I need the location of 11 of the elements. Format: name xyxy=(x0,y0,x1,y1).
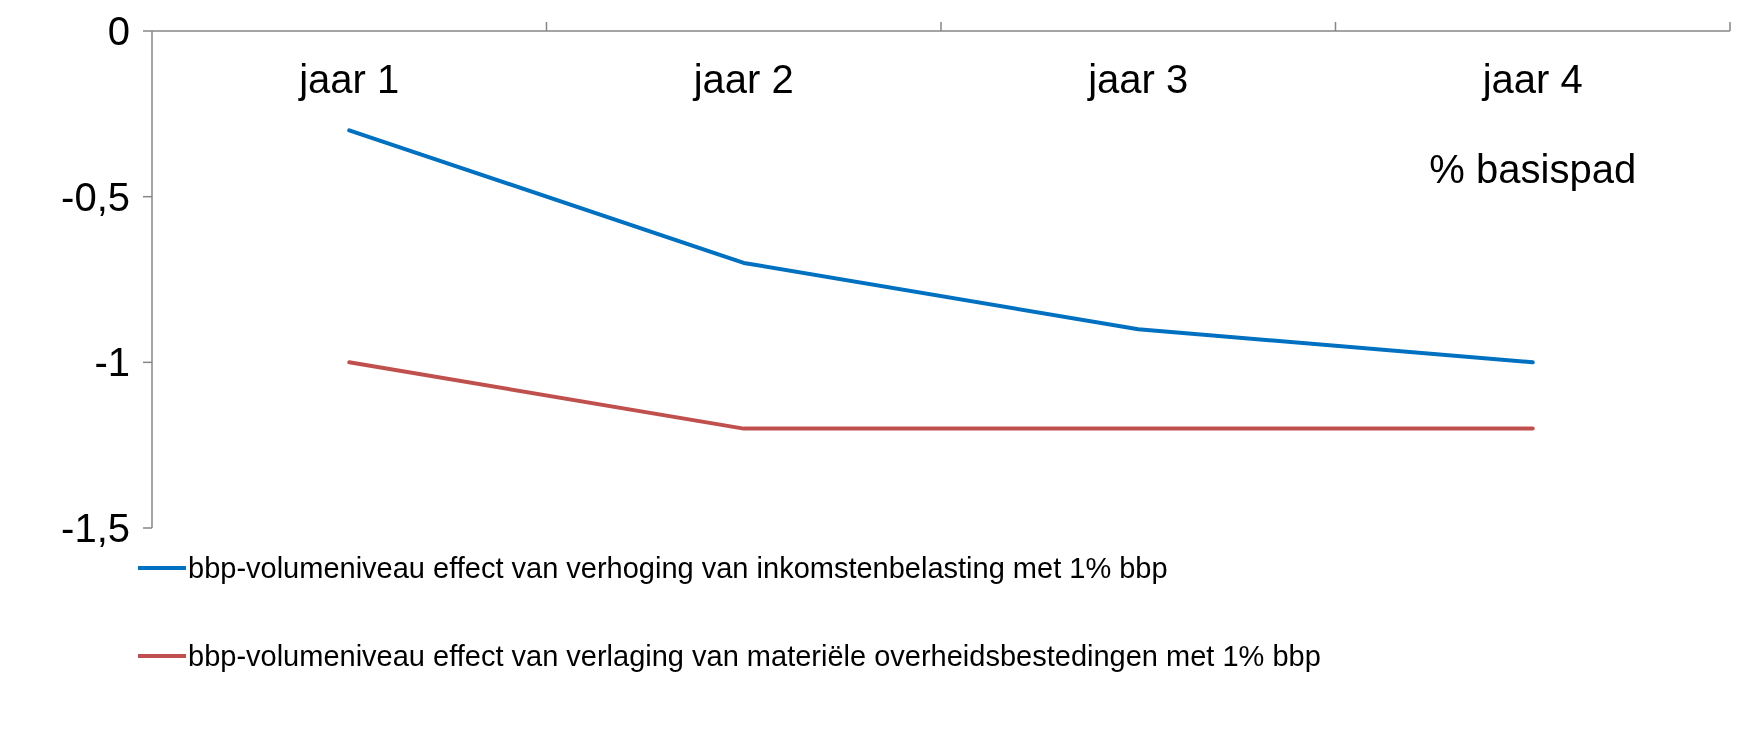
y-tick-label: -1 xyxy=(94,340,130,385)
y-tick-label: -0,5 xyxy=(61,174,130,219)
x-tick-label: jaar 2 xyxy=(692,57,794,101)
x-tick-label: jaar 3 xyxy=(1087,57,1189,101)
y-tick-label: -1,5 xyxy=(61,506,130,550)
legend-label: bbp-volumeniveau effect van verlaging van materiële overheidsbestedingen met 1% bbp xyxy=(188,640,1321,672)
x-tick-label: jaar 1 xyxy=(298,57,400,101)
y-tick-label: 0 xyxy=(107,9,130,53)
legend-label: bbp-volumeniveau effect van verhoging van inkomstenbelasting met 1% bbp xyxy=(188,552,1168,584)
annotation: % basispad xyxy=(1429,147,1637,191)
x-tick-label: jaar 4 xyxy=(1481,57,1583,101)
